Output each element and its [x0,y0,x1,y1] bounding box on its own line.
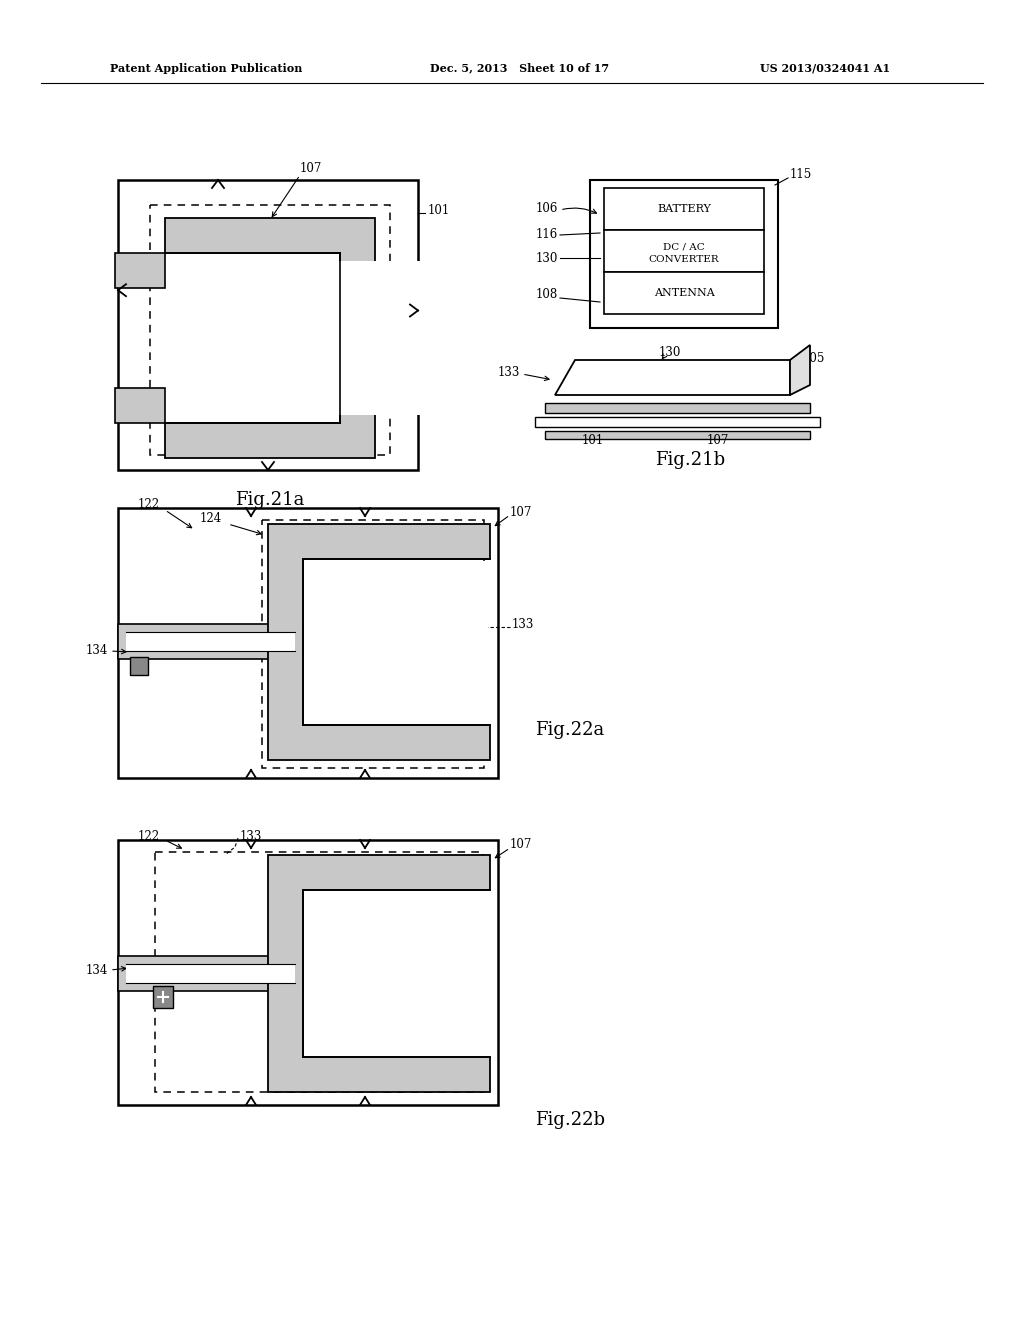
Text: Fig.21a: Fig.21a [236,491,305,510]
Polygon shape [165,218,375,458]
Text: ANTENNA: ANTENNA [653,288,715,298]
Text: 107: 107 [300,161,323,174]
Text: US 2013/0324041 A1: US 2013/0324041 A1 [760,62,890,74]
Bar [118,508,498,777]
Text: 107: 107 [510,506,532,519]
Bar [545,432,810,440]
Text: 130: 130 [536,252,558,264]
Bar [545,403,810,413]
Text: CONVERTER: CONVERTER [648,255,719,264]
Polygon shape [268,524,490,760]
Text: 101: 101 [582,433,604,446]
Bar [118,840,498,1105]
Bar [115,253,165,288]
Bar [535,417,820,426]
Text: 134: 134 [86,644,108,656]
Bar [155,851,483,1092]
Text: Dec. 5, 2013   Sheet 10 of 17: Dec. 5, 2013 Sheet 10 of 17 [430,62,609,74]
Bar [118,624,303,659]
Text: 106: 106 [536,202,558,214]
Text: 122: 122 [138,498,160,511]
Polygon shape [790,345,810,395]
Bar [200,261,497,414]
Bar [590,180,778,327]
Text: 105: 105 [428,348,451,362]
Text: 108: 108 [536,289,558,301]
Text: 105: 105 [803,351,825,364]
Bar [153,986,173,1007]
Text: 133: 133 [240,829,262,842]
Text: UNIT: UNIT [671,385,699,395]
Text: 133: 133 [498,366,520,379]
Text: Fig.22a: Fig.22a [536,721,604,739]
Text: 115: 115 [790,169,812,181]
Text: 133: 133 [406,318,427,331]
Bar [126,632,295,651]
Bar [115,388,165,422]
Bar [262,520,484,768]
Text: 134: 134 [86,964,108,977]
Text: Fig.22b: Fig.22b [535,1111,605,1129]
Text: 101: 101 [428,203,451,216]
Bar [173,261,332,414]
Bar [126,964,295,982]
Text: Patent Application Publication: Patent Application Publication [110,62,302,74]
Text: 116: 116 [536,228,558,242]
Bar [604,187,764,230]
Bar [305,561,488,723]
Bar [305,892,488,1055]
Text: 130: 130 [658,346,681,359]
Bar [604,230,764,272]
Text: POWER-SUPPLY: POWER-SUPPLY [641,374,729,383]
Text: DC / AC: DC / AC [664,243,705,252]
Text: 107: 107 [510,838,532,851]
Polygon shape [555,360,790,395]
Bar [118,956,303,990]
Text: 124: 124 [200,511,222,524]
Text: 133: 133 [512,619,535,631]
Text: BATTERY: BATTERY [657,205,711,214]
Bar [604,272,764,314]
Bar [150,205,390,455]
Text: 107: 107 [707,433,729,446]
Polygon shape [268,855,490,1092]
Bar [130,657,148,675]
Bar [118,180,418,470]
Text: Fig.21b: Fig.21b [655,451,725,469]
Text: 122: 122 [138,829,160,842]
